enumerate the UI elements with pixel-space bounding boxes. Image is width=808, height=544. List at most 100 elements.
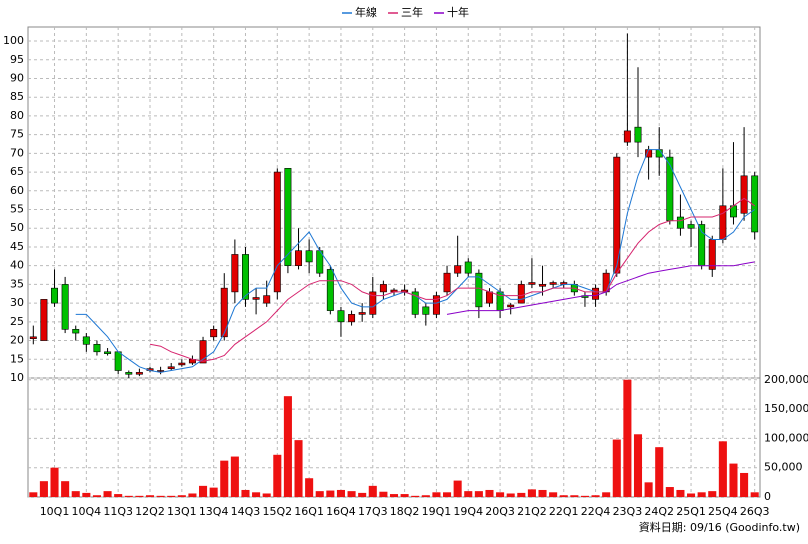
candle-body-down <box>326 269 334 311</box>
volume-bar <box>124 495 133 497</box>
volume-bar <box>103 491 112 497</box>
x-tick-label: 14Q3 <box>231 505 261 518</box>
legend-label: 三年 <box>401 5 423 19</box>
candle-body-down <box>104 351 112 354</box>
candle-body-up <box>623 130 631 143</box>
y2-tick-label: 50,000 <box>764 461 803 474</box>
volume-bar <box>358 492 367 497</box>
volume-bar <box>283 396 292 497</box>
y-tick-label: 55 <box>10 203 24 216</box>
candle-body-up <box>157 370 165 372</box>
candle-body-up <box>528 282 536 285</box>
candle-body-up <box>167 366 175 369</box>
candle-body-down <box>82 336 90 345</box>
candle-body-down <box>411 291 419 315</box>
x-tick-label: 16Q1 <box>294 505 324 518</box>
ma-line <box>446 261 755 315</box>
candle-body-down <box>666 156 674 222</box>
volume-bar <box>421 495 430 497</box>
volume-bar <box>602 492 611 497</box>
volume-bar <box>199 485 208 497</box>
candle-body-down <box>125 372 133 375</box>
volume-bar <box>368 485 377 497</box>
volume-bar <box>347 491 356 497</box>
y-tick-label: 15 <box>10 352 24 365</box>
volume-bar <box>687 493 696 497</box>
candle-body-up <box>379 284 387 293</box>
volume-bar <box>82 492 91 497</box>
volume-bar <box>655 447 664 497</box>
candle-body-down <box>687 224 695 229</box>
candle-body-up <box>252 297 260 300</box>
candle-body-down <box>241 254 249 300</box>
volume-bar <box>740 472 749 497</box>
candle-body-up <box>135 372 143 375</box>
volume-bar <box>29 492 38 497</box>
candle-body-up <box>719 205 727 240</box>
x-tick-label: 19Q4 <box>453 505 483 518</box>
volume-bar <box>294 440 303 497</box>
y2-tick-label: 150,000 <box>764 402 808 415</box>
candle-body-up <box>295 250 303 266</box>
y-tick-label: 85 <box>10 90 24 103</box>
volume-bar <box>665 487 674 497</box>
candle-body-up <box>178 362 186 366</box>
source-note: 資料日期: 09/16 (Goodinfo.tw) <box>639 520 800 534</box>
y-tick-label: 10 <box>10 371 24 384</box>
candle-body-up <box>740 175 748 214</box>
volume-bar <box>496 492 505 497</box>
volume-bar <box>400 494 409 497</box>
volume-bar <box>220 460 229 497</box>
volume-bar <box>336 489 345 497</box>
volume-bar <box>177 495 186 497</box>
y2-tick-label: 100,000 <box>764 431 808 444</box>
volume-bar <box>708 491 717 497</box>
volume-bar <box>432 492 441 497</box>
y-tick-label: 100 <box>3 34 24 47</box>
candle-body-up <box>432 295 440 315</box>
volume-bar <box>612 439 621 497</box>
x-tick-label: 17Q3 <box>358 505 388 518</box>
candle-body-down <box>284 168 292 266</box>
y-tick-label: 20 <box>10 334 24 347</box>
x-tick-label: 13Q1 <box>167 505 197 518</box>
candle-body-up <box>220 287 228 338</box>
y-tick-label: 75 <box>10 128 24 141</box>
volume-bar <box>188 493 197 497</box>
ma-line <box>149 197 755 362</box>
volume-bar <box>549 492 558 497</box>
candle-body-down <box>72 329 80 334</box>
x-tick-label: 16Q4 <box>326 505 356 518</box>
candle-body-up <box>40 299 48 341</box>
y-tick-label: 60 <box>10 184 24 197</box>
volume-bar <box>252 492 261 497</box>
legend-label: 十年 <box>447 5 469 19</box>
volume-bar <box>538 489 547 497</box>
y-tick-label: 95 <box>10 53 24 66</box>
candle-body-down <box>422 306 430 315</box>
candle-body-down <box>114 351 122 371</box>
candle-body-up <box>539 284 547 287</box>
volume-bar <box>718 441 727 497</box>
y-tick-label: 50 <box>10 221 24 234</box>
y-tick-label: 40 <box>10 259 24 272</box>
volume-bar <box>591 495 600 497</box>
volume-bar <box>485 489 494 497</box>
legend-label: 年線 <box>355 5 377 19</box>
candle-body-down <box>464 261 472 274</box>
x-tick-label: 18Q2 <box>390 505 420 518</box>
candle-body-down <box>305 250 313 263</box>
x-tick-label: 24Q2 <box>644 505 674 518</box>
candle-body-down <box>475 272 483 308</box>
candle-body-down <box>676 216 684 229</box>
x-tick-label: 21Q2 <box>517 505 547 518</box>
candle-body-down <box>698 224 706 266</box>
candle-body-up <box>517 284 525 304</box>
volume-bar <box>305 478 314 497</box>
volume-bar <box>517 492 526 497</box>
candle-body-down <box>61 284 69 330</box>
x-tick-label: 15Q2 <box>262 505 292 518</box>
volume-bar <box>580 495 589 497</box>
volume-bar <box>411 495 420 497</box>
